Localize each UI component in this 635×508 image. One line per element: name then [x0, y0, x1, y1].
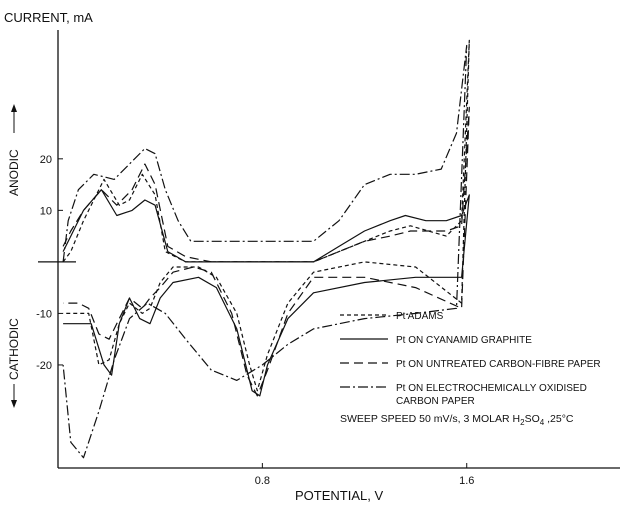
- legend-label-3: Pt ON UNTREATED CARBON-FIBRE PAPER: [396, 359, 601, 370]
- sweep-annotation: SWEEP SPEED 50 mV/s, 3 MOLAR H2SO4 ,25°C: [340, 413, 574, 427]
- chart-axes: [38, 30, 620, 469]
- x-tick-label: 1.6: [459, 475, 474, 487]
- legend-label-4-cont: CARBON PAPER: [396, 396, 475, 407]
- x-axis-title: POTENTIAL, V: [295, 488, 383, 503]
- y-axis-title: CURRENT, mA: [4, 10, 93, 25]
- y-tick-label: 10: [40, 205, 52, 217]
- cathodic-label: CATHODIC: [7, 318, 21, 408]
- anodic-text: ANODIC: [7, 149, 21, 196]
- x-tick-label: 0.8: [255, 475, 270, 487]
- y-tick-label: 20: [40, 154, 52, 166]
- series-line-4: [62, 44, 468, 459]
- legend-label-1: Pt ADAMS: [396, 311, 444, 322]
- legend-label-4: Pt ON ELECTROCHEMICALLY OXIDISED: [396, 383, 587, 394]
- series-line-2: [62, 189, 470, 397]
- legend-label-2: Pt ON CYANAMID GRAPHITE: [396, 335, 532, 346]
- series-layer: [62, 39, 470, 459]
- cathodic-text: CATHODIC: [7, 318, 21, 380]
- y-tick-label: -10: [36, 308, 52, 320]
- axis-ticks: 0.8 1.6 20 10 -10 -20: [36, 154, 474, 487]
- y-tick-label: -20: [36, 360, 52, 372]
- legend: Pt ADAMS Pt ON CYANAMID GRAPHITE Pt ON UNT…: [340, 311, 601, 407]
- anodic-label: ANODIC: [7, 104, 21, 196]
- series-line-3: [62, 106, 470, 397]
